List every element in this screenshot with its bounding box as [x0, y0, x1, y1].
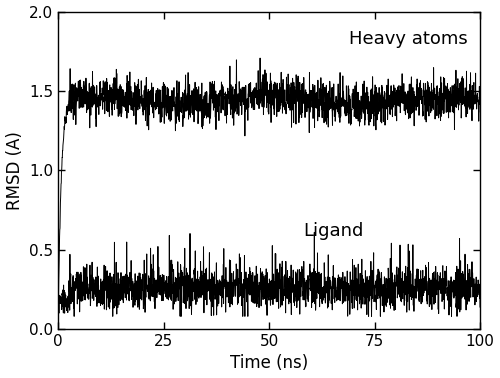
Text: Heavy atoms: Heavy atoms — [349, 29, 468, 48]
Y-axis label: RMSD (A): RMSD (A) — [6, 131, 24, 210]
X-axis label: Time (ns): Time (ns) — [230, 355, 308, 372]
Text: Ligand: Ligand — [303, 222, 363, 240]
